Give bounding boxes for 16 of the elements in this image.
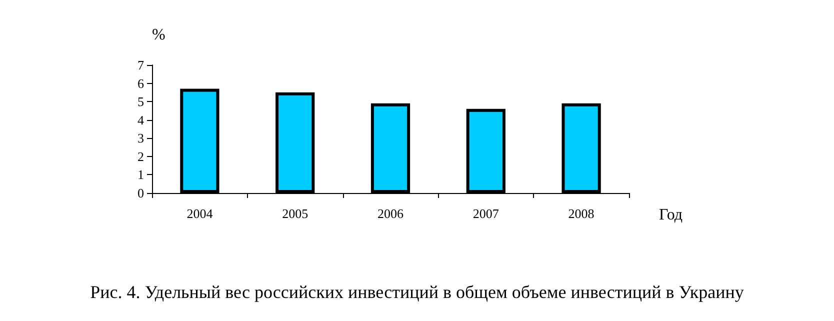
y-tick-label: 1 [138,167,144,182]
x-tick-label: 2006 [378,206,404,221]
x-tick-label: 2004 [186,206,214,221]
y-tick-label: 3 [138,130,144,146]
y-tick-label: 6 [138,76,144,91]
text: Рис. 4. Удельный вес российских инвестиций в общем объеме инвестиций в Украину [90,282,744,302]
y-tick-label: 5 [138,94,144,110]
y-tick-label: 4 [138,112,144,128]
y-tick-label: 2 [138,148,144,164]
y-tick-label: 7 [138,58,144,72]
y-axis-title: % [152,26,166,44]
x-tick-label: 2007 [472,206,500,221]
x-tick-label: 2008 [568,206,594,221]
x-axis-title: Год [659,206,683,224]
y-tick-label: 0 [138,186,144,200]
x-tick-label: 2005 [282,206,308,221]
